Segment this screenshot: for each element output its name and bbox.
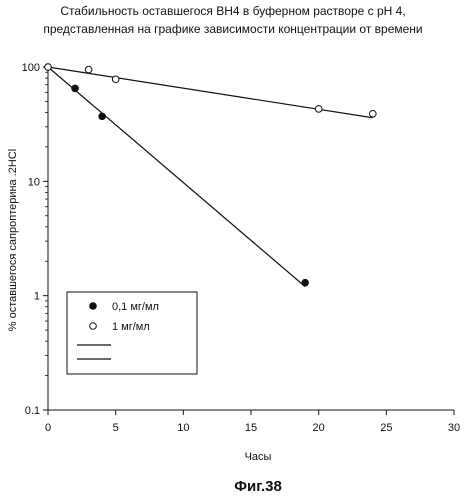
data-point-series-2 [45, 64, 52, 71]
data-point-series-2 [370, 110, 377, 117]
data-point-series-1 [302, 279, 309, 286]
y-tick-label: 1 [34, 291, 40, 303]
legend-marker-series-2 [90, 323, 97, 330]
y-tick-label: 0.1 [25, 405, 40, 417]
legend-label-series-1: 0,1 мг/мл [112, 301, 159, 313]
chart-title-line-1: Стабильность оставшегося ВН4 в буферном … [60, 4, 405, 18]
data-point-series-2 [85, 66, 92, 73]
x-tick-label: 10 [177, 422, 189, 434]
y-tick-label: 10 [28, 176, 40, 188]
data-point-series-1 [72, 85, 79, 92]
x-tick-label: 25 [380, 422, 392, 434]
x-tick-label: 30 [448, 422, 460, 434]
plot-area: 0 5 10 15 20 25 30 0.1 1 10 100 0,1 мг/мл 1 мг/мл [22, 62, 460, 434]
legend-marker-series-1 [90, 303, 97, 310]
chart-title-line-2: представленная на графике зависимости ко… [43, 22, 422, 36]
x-axis-label: Часы [245, 451, 272, 463]
data-point-series-2 [315, 106, 322, 113]
data-point-series-2 [112, 76, 119, 83]
y-tick-label: 100 [22, 62, 40, 74]
x-tick-label: 0 [45, 422, 51, 434]
x-tick-label: 5 [113, 422, 119, 434]
trendline-series-1 [48, 67, 305, 287]
trendline-series-2 [48, 67, 373, 118]
figure-caption: Фиг.38 [234, 478, 282, 495]
legend-label-series-2: 1 мг/мл [112, 321, 150, 333]
y-axis-label: % оставшегося сапроптерина .2HCl [7, 149, 19, 332]
data-point-series-1 [99, 113, 106, 120]
x-tick-label: 15 [245, 422, 257, 434]
x-tick-label: 20 [313, 422, 325, 434]
